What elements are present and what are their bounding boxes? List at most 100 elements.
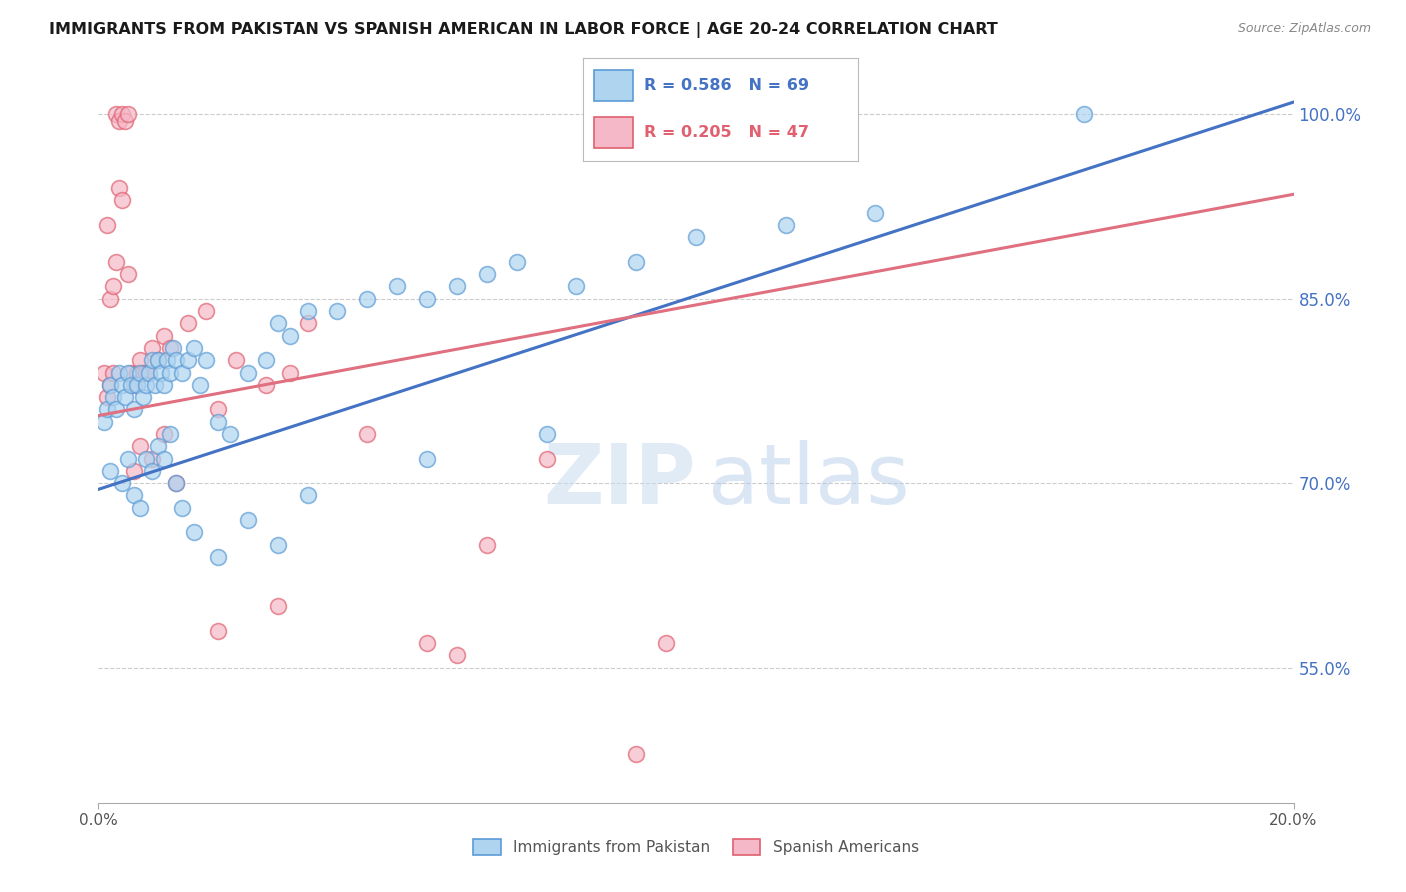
- Point: [626, 747, 648, 761]
- Point: [127, 377, 149, 392]
- Point: [165, 476, 187, 491]
- Point: [108, 113, 131, 128]
- Point: [685, 230, 707, 244]
- Point: [105, 255, 128, 269]
- Point: [114, 113, 136, 128]
- Point: [111, 377, 134, 392]
- Point: [114, 390, 136, 404]
- Point: [165, 476, 187, 491]
- Point: [278, 328, 301, 343]
- Point: [135, 451, 157, 466]
- Point: [135, 366, 157, 380]
- Point: [446, 648, 468, 663]
- Point: [93, 415, 115, 429]
- Point: [207, 624, 229, 638]
- Point: [626, 255, 648, 269]
- Point: [111, 476, 134, 491]
- Point: [103, 279, 125, 293]
- Point: [165, 353, 187, 368]
- Point: [159, 427, 181, 442]
- Point: [93, 366, 115, 380]
- Point: [159, 366, 181, 380]
- Point: [159, 341, 181, 355]
- Point: [96, 402, 118, 417]
- Point: [267, 317, 290, 331]
- Point: [297, 304, 319, 318]
- Point: [278, 366, 301, 380]
- Point: [117, 366, 139, 380]
- Point: [148, 439, 170, 453]
- Point: [124, 377, 146, 392]
- Point: [267, 599, 290, 613]
- Point: [267, 538, 290, 552]
- Point: [1073, 107, 1095, 121]
- Point: [105, 107, 128, 121]
- Point: [132, 390, 155, 404]
- Point: [153, 427, 176, 442]
- Text: atlas: atlas: [709, 441, 910, 522]
- Point: [416, 451, 439, 466]
- Point: [446, 279, 468, 293]
- Point: [135, 377, 157, 392]
- Point: [254, 353, 277, 368]
- Point: [143, 377, 166, 392]
- Point: [96, 218, 118, 232]
- Point: [177, 353, 200, 368]
- Point: [506, 255, 529, 269]
- Text: R = 0.586   N = 69: R = 0.586 N = 69: [644, 78, 808, 93]
- Point: [475, 538, 498, 552]
- Point: [132, 366, 155, 380]
- Point: [148, 353, 170, 368]
- Point: [565, 279, 588, 293]
- Point: [153, 377, 176, 392]
- Point: [98, 377, 122, 392]
- Text: Source: ZipAtlas.com: Source: ZipAtlas.com: [1237, 22, 1371, 36]
- Point: [385, 279, 409, 293]
- Point: [416, 636, 439, 650]
- Point: [536, 427, 558, 442]
- Point: [120, 366, 142, 380]
- Point: [124, 488, 146, 502]
- Point: [775, 218, 797, 232]
- Point: [162, 341, 184, 355]
- Point: [297, 317, 319, 331]
- Text: R = 0.205   N = 47: R = 0.205 N = 47: [644, 126, 808, 140]
- FancyBboxPatch shape: [595, 118, 633, 148]
- Text: IMMIGRANTS FROM PAKISTAN VS SPANISH AMERICAN IN LABOR FORCE | AGE 20-24 CORRELAT: IMMIGRANTS FROM PAKISTAN VS SPANISH AMER…: [49, 22, 998, 38]
- Point: [225, 353, 247, 368]
- Point: [475, 267, 498, 281]
- Point: [120, 377, 142, 392]
- Point: [117, 267, 139, 281]
- Point: [536, 451, 558, 466]
- Point: [297, 488, 319, 502]
- Point: [356, 427, 378, 442]
- Point: [124, 402, 146, 417]
- Point: [129, 439, 152, 453]
- Point: [655, 636, 678, 650]
- Point: [117, 107, 139, 121]
- Point: [103, 390, 125, 404]
- Point: [103, 366, 125, 380]
- Point: [129, 500, 152, 515]
- Point: [150, 366, 173, 380]
- Point: [153, 328, 176, 343]
- Point: [177, 317, 200, 331]
- Point: [141, 353, 163, 368]
- Point: [188, 377, 211, 392]
- Point: [141, 451, 163, 466]
- Point: [254, 377, 277, 392]
- Point: [236, 366, 259, 380]
- Point: [105, 402, 128, 417]
- Point: [207, 402, 229, 417]
- Point: [98, 292, 122, 306]
- Point: [98, 377, 122, 392]
- Point: [129, 353, 152, 368]
- Point: [195, 353, 218, 368]
- Point: [141, 341, 163, 355]
- Point: [124, 464, 146, 478]
- Point: [117, 451, 139, 466]
- Point: [108, 366, 131, 380]
- Point: [326, 304, 349, 318]
- Point: [207, 549, 229, 564]
- Point: [96, 390, 118, 404]
